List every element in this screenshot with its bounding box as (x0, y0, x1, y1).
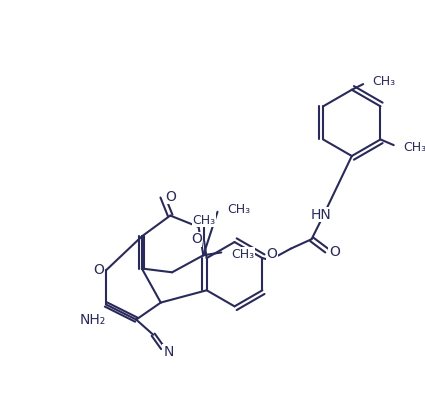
Text: N: N (163, 345, 173, 359)
Text: CH₃: CH₃ (403, 141, 425, 154)
Text: O: O (191, 232, 202, 246)
Text: CH₃: CH₃ (227, 203, 250, 216)
Text: CH₃: CH₃ (192, 214, 215, 227)
Text: O: O (266, 248, 277, 261)
Text: HN: HN (311, 208, 332, 222)
Text: O: O (329, 245, 340, 260)
Text: O: O (165, 190, 176, 204)
Text: NH₂: NH₂ (79, 312, 106, 327)
Text: CH₃: CH₃ (231, 248, 254, 261)
Text: O: O (93, 263, 104, 277)
Text: CH₃: CH₃ (373, 75, 396, 88)
